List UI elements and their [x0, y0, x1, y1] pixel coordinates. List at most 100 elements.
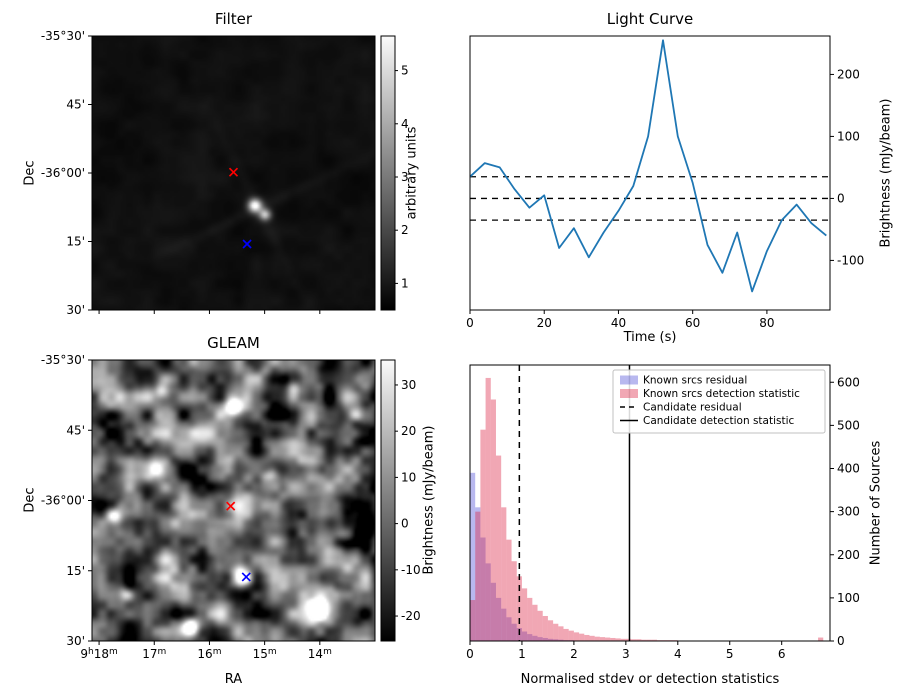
gleam-xtick-label: 16m — [197, 647, 221, 661]
histogram-bar-series0 — [532, 635, 538, 641]
gleam-ytick-label: -36°00' — [41, 494, 85, 508]
histogram-bar-series1 — [501, 507, 507, 641]
histogram-ytick-label: 100 — [837, 591, 860, 605]
gleam-xtick-label: 9h18m — [80, 647, 117, 661]
histogram-bar-series0 — [568, 640, 574, 641]
gleam-colorbar-ticklabel: -20 — [401, 609, 421, 623]
histogram-bar-series0 — [537, 637, 543, 641]
histogram-bar-series0 — [547, 638, 554, 641]
gleam-title: GLEAM — [207, 334, 260, 352]
histogram-ytick-label: 200 — [837, 548, 860, 562]
histogram-xtick-label: 4 — [674, 647, 682, 661]
histogram-ytick-label: 500 — [837, 418, 860, 432]
histogram-ytick-label: 0 — [837, 634, 845, 648]
histogram-bar-series0 — [480, 537, 486, 641]
histogram-legend-label: Candidate detection statistic — [643, 415, 795, 427]
gleam-colorbar-ticklabel: 10 — [401, 470, 416, 484]
filter-ytick-label: 45' — [66, 98, 85, 112]
histogram-bar-series1 — [480, 429, 486, 641]
histogram-bar-series0 — [475, 507, 481, 641]
histogram-bar-series1 — [511, 561, 517, 641]
filter-ylabel: Dec — [22, 160, 38, 186]
lightcurve-xtick-label: 60 — [685, 316, 700, 330]
lightcurve-ytick-label: 200 — [837, 67, 860, 81]
lightcurve-ytick-label: 100 — [837, 129, 860, 143]
filter-colorbar-label: arbitrary units — [404, 126, 420, 220]
gleam-xtick-label: 14m — [308, 647, 332, 661]
histogram-bar-series0 — [511, 623, 517, 641]
histogram-bar-series1 — [568, 630, 574, 641]
gleam-sky-image — [92, 360, 375, 641]
histogram-bar-series1 — [470, 600, 476, 641]
filter-colorbar-ticklabel: 5 — [401, 64, 409, 78]
histogram-ytick-label: 600 — [837, 375, 860, 389]
histogram-bar-series1 — [615, 638, 621, 641]
histogram-bar-series0 — [558, 639, 564, 641]
histogram-bar-series0 — [485, 563, 491, 641]
histogram-legend-swatch — [620, 389, 638, 398]
histogram-bar-series1 — [547, 620, 554, 641]
histogram-bar-series1 — [818, 637, 824, 641]
filter-colorbar-ticklabel: 1 — [401, 276, 409, 290]
gleam-xtick-label: 15m — [253, 647, 277, 661]
gleam-xlabel: RA — [224, 672, 243, 687]
histogram-bar-series1 — [641, 639, 647, 641]
lightcurve-axes-frame — [469, 35, 831, 311]
histogram-legend-box — [612, 369, 826, 434]
histogram-bar-series1 — [667, 640, 673, 641]
lightcurve-ytick-label: -100 — [837, 253, 864, 267]
histogram-ylabel: Number of Sources — [868, 440, 884, 566]
histogram-bar-series1 — [579, 633, 585, 641]
histogram-legend-label: Candidate residual — [643, 402, 742, 414]
filter-sky-image — [92, 36, 375, 310]
lightcurve-ylabel: Brightness (mJy/beam) — [878, 98, 894, 248]
histogram-bar-series1 — [558, 626, 564, 641]
histogram-bar-series0 — [521, 631, 528, 641]
lightcurve-xtick-label: 0 — [466, 316, 474, 330]
histogram-bar-series1 — [631, 639, 637, 641]
gleam-ytick-label: -35°30' — [41, 353, 85, 367]
histogram-xtick-label: 3 — [622, 647, 630, 661]
gleam-ytick-label: 15' — [66, 564, 85, 578]
histogram-bar-series1 — [553, 623, 559, 641]
lightcurve-xtick-label: 20 — [537, 316, 552, 330]
filter-ytick-label: -35°30' — [41, 29, 85, 43]
filter-colorbar-ticklabel: 2 — [401, 223, 409, 237]
histogram-bar-series1 — [610, 637, 616, 641]
histogram-bar-series1 — [594, 636, 600, 641]
histogram-bar-series1 — [657, 640, 663, 641]
histogram-legend-label: Known srcs residual — [643, 375, 747, 387]
histogram-bar-series1 — [584, 634, 590, 641]
filter-ytick-label: -36°00' — [41, 166, 85, 180]
histogram-ytick-label: 300 — [837, 505, 860, 519]
gleam-ytick-label: 45' — [66, 423, 85, 437]
histogram-xtick-label: 1 — [518, 647, 526, 661]
histogram-xtick-label: 2 — [570, 647, 578, 661]
histogram-bar-series0 — [495, 597, 502, 641]
histogram-bar-series0 — [553, 639, 559, 641]
histogram-bar-series1 — [485, 377, 491, 641]
gleam-xtick-label: 17m — [142, 647, 166, 661]
histogram-bar-series1 — [636, 639, 642, 641]
lightcurve-ytick-label: 0 — [837, 191, 845, 205]
histogram-bar-series1 — [662, 640, 668, 641]
histogram-bar-series1 — [537, 610, 543, 641]
filter-ytick-label: 15' — [66, 235, 85, 249]
histogram-bar-series1 — [542, 615, 548, 641]
histogram-bar-series1 — [625, 638, 632, 641]
histogram-bar-series0 — [470, 472, 476, 641]
histogram-bar-series0 — [501, 608, 507, 641]
histogram-bar-series0 — [527, 634, 533, 641]
histogram-bar-series1 — [599, 637, 606, 641]
histogram-bar-series1 — [490, 399, 496, 641]
histogram-bar-series1 — [589, 635, 595, 641]
filter-colorbar — [380, 35, 396, 311]
histogram-bar-series0 — [563, 640, 569, 641]
histogram-bar-series1 — [475, 511, 481, 641]
histogram-xtick-label: 5 — [726, 647, 734, 661]
histogram-legend-label: Known srcs detection statistic — [643, 388, 800, 400]
histogram-bar-series1 — [506, 539, 512, 641]
histogram-legend-swatch — [620, 375, 638, 385]
gleam-colorbar — [380, 359, 396, 642]
